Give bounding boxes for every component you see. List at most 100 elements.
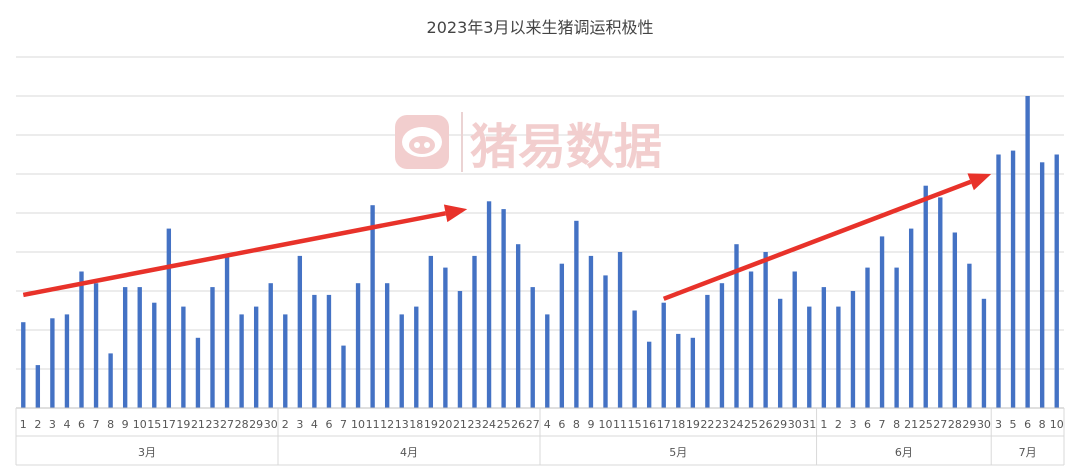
x-tick-label: 7 <box>93 418 100 431</box>
bar <box>777 298 783 408</box>
x-tick-label: 6 <box>325 418 332 431</box>
x-tick-label: 3 <box>849 418 856 431</box>
x-tick-label: 7 <box>340 418 347 431</box>
x-tick-label: 9 <box>122 418 129 431</box>
bar <box>35 365 41 408</box>
bar <box>457 291 463 408</box>
x-tick-label: 6 <box>864 418 871 431</box>
x-tick-label: 19 <box>424 418 438 431</box>
bar <box>646 341 652 408</box>
x-tick-label: 10 <box>351 418 365 431</box>
x-tick-label: 15 <box>147 418 161 431</box>
bar <box>1039 162 1045 408</box>
bar <box>326 294 332 408</box>
bar <box>981 298 987 408</box>
bar <box>21 322 26 408</box>
gridlines <box>16 56 1064 370</box>
bar <box>224 255 230 408</box>
x-tick-label: 21 <box>191 418 205 431</box>
bar <box>952 232 958 408</box>
bar <box>894 267 899 408</box>
x-tick-label: 11 <box>366 418 380 431</box>
x-tick-label: 23 <box>715 418 729 431</box>
x-tick-label: 28 <box>235 418 249 431</box>
bar <box>50 318 55 408</box>
x-tick-label: 6 <box>1024 418 1031 431</box>
x-tick-label: 2 <box>34 418 41 431</box>
x-tick-label: 5 <box>1010 418 1017 431</box>
x-tick-label: 29 <box>249 418 263 431</box>
trend-arrow <box>662 173 992 301</box>
x-tick-label: 2 <box>835 418 842 431</box>
watermark: 猪易数据 <box>395 112 662 175</box>
x-tick-label: 4 <box>63 418 70 431</box>
trend-arrow <box>22 204 468 298</box>
x-tick-label: 27 <box>526 418 540 431</box>
bar <box>574 220 579 408</box>
bars <box>21 96 1059 408</box>
x-tick-label: 4 <box>311 418 318 431</box>
bar <box>748 271 754 408</box>
bar <box>865 267 870 408</box>
x-tick-label: 26 <box>511 418 525 431</box>
trend-arrow-shaft <box>662 179 972 301</box>
x-tick-label: 1 <box>820 418 827 431</box>
bar <box>719 283 725 408</box>
bar <box>821 287 827 408</box>
bar <box>632 310 637 408</box>
bar <box>64 314 70 408</box>
bar <box>210 287 215 408</box>
x-tick-label: 28 <box>948 418 962 431</box>
x-tick-label: 23 <box>468 418 482 431</box>
bar <box>690 337 696 408</box>
x-tick-label: 18 <box>671 418 685 431</box>
x-tick-label: 24 <box>482 418 496 431</box>
bar <box>312 294 317 408</box>
bar <box>559 263 565 408</box>
bar <box>908 228 914 408</box>
bar <box>152 302 157 408</box>
month-label: 5月 <box>669 446 687 459</box>
x-tick-label: 4 <box>544 418 551 431</box>
bar <box>486 201 492 408</box>
x-tick-label: 17 <box>657 418 671 431</box>
month-label: 4月 <box>400 446 418 459</box>
x-tick-label: 3 <box>49 418 56 431</box>
x-tick-label: 29 <box>962 418 976 431</box>
x-tick-label: 26 <box>759 418 773 431</box>
x-tick-label: 10 <box>133 418 147 431</box>
x-tick-label: 12 <box>380 418 394 431</box>
x-tick-label: 8 <box>573 418 580 431</box>
x-tick-label: 31 <box>802 418 816 431</box>
bar <box>93 283 99 408</box>
trend-arrow-shaft <box>22 211 447 298</box>
x-tick-label: 25 <box>744 418 758 431</box>
x-tick-label: 2 <box>282 418 289 431</box>
bar <box>836 306 841 408</box>
x-tick-label: 29 <box>773 418 787 431</box>
trend-arrow-head <box>967 173 992 191</box>
bar <box>428 255 434 408</box>
bar <box>763 252 768 408</box>
trend-arrow-head <box>443 204 468 223</box>
bar <box>108 353 113 408</box>
bar <box>355 283 361 408</box>
x-tick-label: 6 <box>558 418 565 431</box>
x-tick-label: 10 <box>1050 418 1064 431</box>
bar <box>850 291 856 408</box>
bar <box>122 287 128 408</box>
x-tick-label: 8 <box>1039 418 1046 431</box>
x-tick-label: 10 <box>599 418 613 431</box>
bar <box>545 314 550 408</box>
bar <box>399 314 404 408</box>
x-tick-label: 7 <box>879 418 886 431</box>
bar <box>807 306 812 408</box>
x-tick-label: 27 <box>220 418 234 431</box>
bar <box>195 337 201 408</box>
x-tick-label: 18 <box>409 418 423 431</box>
x-tick-label: 8 <box>107 418 114 431</box>
x-tick-label: 3 <box>296 418 303 431</box>
pig-logo-icon <box>395 115 449 169</box>
